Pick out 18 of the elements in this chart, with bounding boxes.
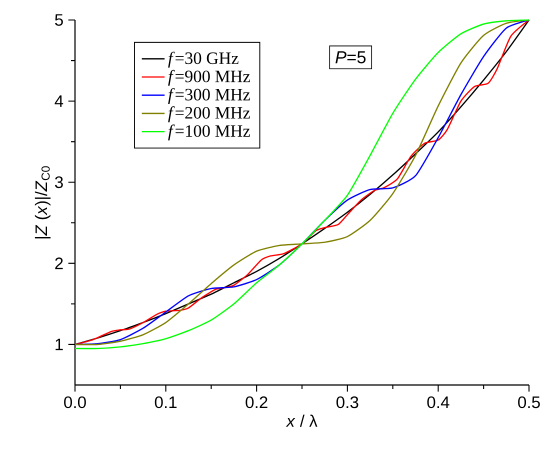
x-tick-label: 0.0 [64, 396, 86, 408]
legend-label: f=200 MHz [168, 106, 250, 122]
legend-label: f=900 MHz [168, 70, 250, 86]
x-tick-label: 0.5 [518, 396, 540, 408]
y-tick-label: 2 [55, 258, 63, 270]
x-axis-title: x / λ [286, 414, 318, 427]
y-tick-label: 4 [54, 95, 64, 107]
x-tick-label: 0.3 [336, 396, 358, 408]
y-tick-label: 1 [56, 338, 63, 350]
x-tick-label: 0.4 [427, 396, 450, 408]
x-tick-label: 0.2 [246, 396, 268, 408]
x-tick-label: 0.1 [154, 396, 177, 408]
annotation: P=5 [336, 51, 366, 64]
legend-label: f=300 MHz [168, 88, 250, 104]
legend-label: f=100 MHz [168, 124, 250, 140]
y-tick-label: 3 [54, 176, 63, 188]
legend-label: f=30 GHz [168, 52, 238, 68]
y-tick-label: 5 [55, 14, 63, 26]
